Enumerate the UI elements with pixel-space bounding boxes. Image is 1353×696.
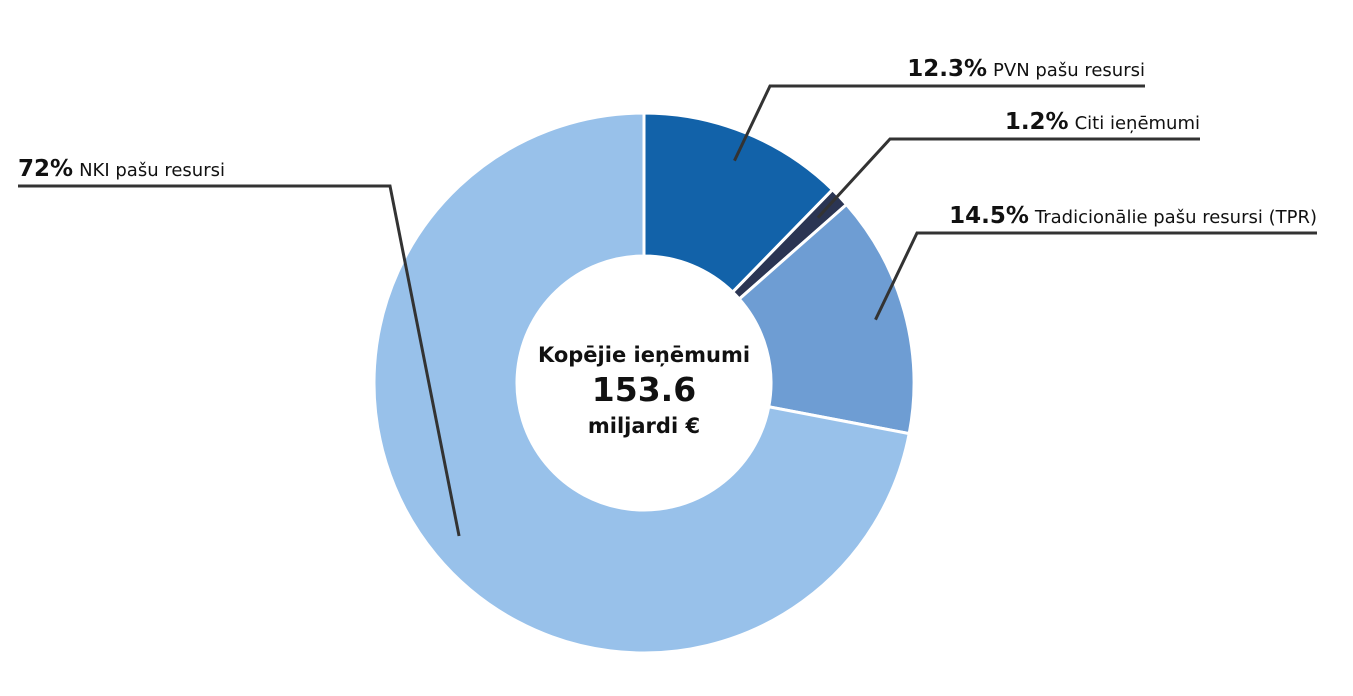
slice-name: Tradicionālie pašu resursi (TPR) [1034, 207, 1317, 228]
leader-line [874, 231, 1317, 321]
slice-label: 72% NKI pašu resursi [18, 156, 225, 182]
slice-label: 12.3% PVN pašu resursi [907, 56, 1145, 82]
center-label: Kopējie ieņēmumi [538, 343, 750, 367]
slice-label: 1.2% Citi ieņēmumi [1005, 109, 1200, 135]
leader-line [733, 84, 1145, 162]
leader-line [18, 184, 461, 537]
slice-name: NKI pašu resursi [79, 160, 225, 181]
donut-slice [372, 111, 911, 655]
center-total: 153.6 [592, 370, 696, 409]
slice-name: Citi ieņēmumi [1075, 113, 1200, 134]
slice-value-label: 12.3% [907, 56, 987, 82]
leader-line [816, 137, 1200, 219]
donut-slice [737, 202, 916, 436]
slice-value-label: 1.2% [1005, 109, 1069, 135]
slice-label: 14.5% Tradicionālie pašu resursi (TPR) [949, 203, 1317, 229]
slice-value-label: 14.5% [949, 203, 1029, 229]
slice-name: PVN pašu resursi [993, 60, 1145, 81]
donut-slice [642, 111, 835, 295]
slice-value-label: 72% [18, 156, 73, 182]
center-unit: miljardi € [588, 414, 700, 438]
